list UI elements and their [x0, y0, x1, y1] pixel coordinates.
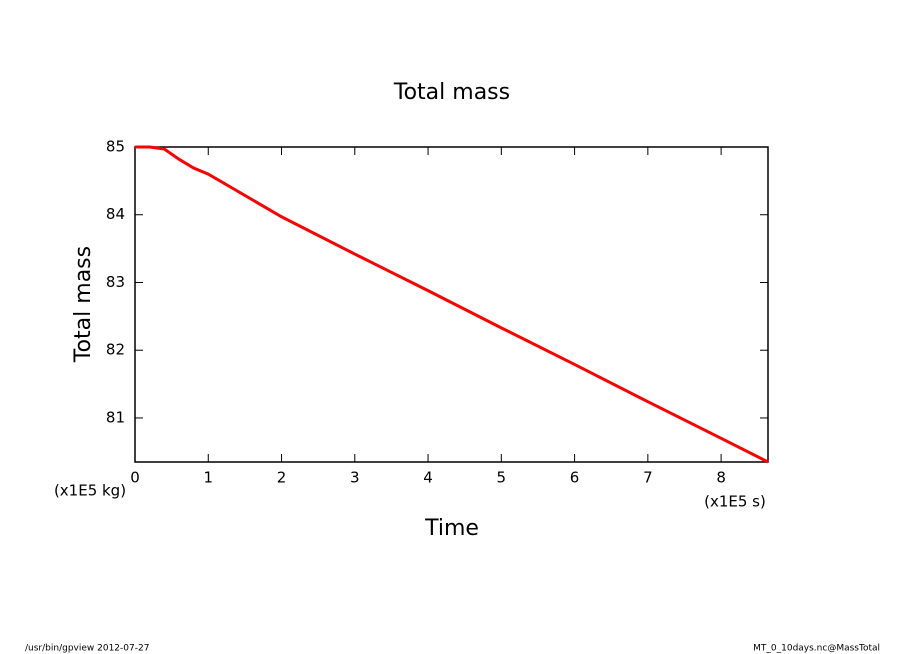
plot-frame	[134, 146, 769, 463]
x-tick-label: 5	[497, 469, 507, 487]
data-line	[135, 145, 769, 464]
x-tick-label: 4	[423, 469, 433, 487]
footer-left: /usr/bin/gpview 2012-07-27	[25, 644, 149, 654]
x-tick-label: 0	[130, 469, 140, 487]
x-tick-label: 2	[277, 469, 287, 487]
x-tick-label: 8	[716, 469, 726, 487]
x-tick-label: 3	[350, 469, 360, 487]
x-tick-label: 1	[203, 469, 213, 487]
y-tick-label: 85	[106, 138, 125, 156]
footer-right: MT_0_10days.nc@MassTotal	[753, 644, 880, 654]
y-unit: (x1E5 kg)	[54, 482, 126, 500]
y-tick-label: 82	[106, 341, 125, 359]
x-unit: (x1E5 s)	[704, 493, 766, 511]
y-tick-label: 83	[106, 273, 125, 291]
y-tick-label: 84	[106, 205, 125, 223]
chart-title: Total mass	[393, 80, 510, 105]
y-tick-label: 81	[106, 408, 125, 426]
x-tick-label: 7	[643, 469, 653, 487]
y-axis-label: Total mass	[71, 246, 96, 363]
x-axis-label: Time	[424, 516, 479, 541]
x-tick-label: 6	[570, 469, 580, 487]
